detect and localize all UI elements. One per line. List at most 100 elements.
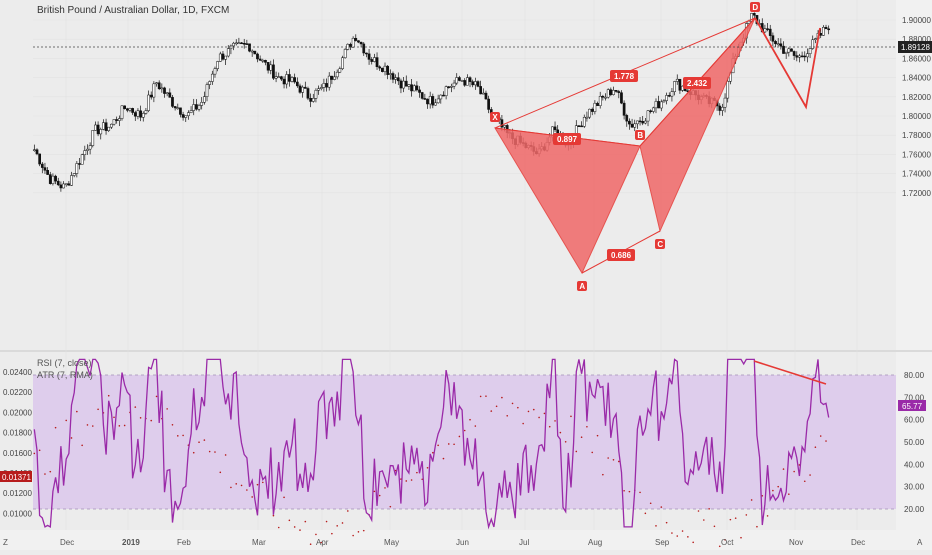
candle-body <box>391 73 395 80</box>
candle-body <box>282 78 286 85</box>
candle-body <box>747 20 751 24</box>
pattern-point-b[interactable] <box>635 130 645 140</box>
time-tick-label: Z <box>3 538 8 547</box>
candle-body <box>484 92 488 100</box>
atr-dot <box>352 534 354 537</box>
time-axis[interactable]: Z Dec 2019 Feb Mar Apr May Jun Jul Aug Sep Oct Nov De… <box>3 538 923 547</box>
candle-body <box>444 86 448 97</box>
indicator-axis-pane[interactable] <box>896 352 932 530</box>
pattern-point-x[interactable] <box>490 112 500 122</box>
atr-dot <box>272 514 275 517</box>
candle-body <box>319 87 323 89</box>
pattern-point-a[interactable] <box>577 281 587 291</box>
candle-body <box>479 86 482 95</box>
candle-body <box>261 59 265 62</box>
candle-body <box>771 35 775 42</box>
atr-dot <box>123 424 126 427</box>
atr-dot <box>750 499 753 501</box>
pattern-point-d[interactable] <box>750 2 760 12</box>
candle-body <box>317 88 320 91</box>
candle-body <box>383 65 387 72</box>
candle-body <box>670 91 674 97</box>
candle-body <box>776 43 780 46</box>
candle-body <box>473 81 477 86</box>
price-axis[interactable]: 1.90000 1.88000 1.86000 1.84000 1.82000 1.800… <box>902 16 931 198</box>
harmonic-pattern[interactable]: X A B C D 0.897 0.686 1.778 2.432 <box>490 2 821 291</box>
pattern-point-label: A <box>579 282 585 291</box>
atr-dot <box>38 449 41 452</box>
rsi-band <box>33 375 896 509</box>
candle-body <box>806 53 809 58</box>
candle-body <box>306 88 310 99</box>
current-price-badge <box>898 41 932 53</box>
time-tick-label: A <box>917 538 923 547</box>
candle-body <box>83 150 87 155</box>
candle-body <box>617 91 621 93</box>
candle-body <box>96 124 100 135</box>
price-axis-pane[interactable] <box>896 0 932 350</box>
atr-dot <box>256 483 259 486</box>
candle-body <box>184 115 188 118</box>
pattern-ratio-badge[interactable] <box>683 77 711 89</box>
price-tick-label: 1.86000 <box>902 54 931 63</box>
candle-body <box>782 45 785 54</box>
time-axis-pane[interactable] <box>0 530 932 550</box>
candle-body <box>803 55 807 58</box>
atr-dot <box>405 480 408 482</box>
price-pane[interactable] <box>0 0 896 350</box>
atr-dot <box>49 470 52 473</box>
time-tick-label: Dec <box>851 538 865 547</box>
candle-body <box>614 89 618 92</box>
candle-body <box>434 102 437 106</box>
atr-dot <box>437 444 439 447</box>
pattern-ratio-badge[interactable] <box>610 70 638 82</box>
pattern-ratio-badge[interactable] <box>553 133 581 145</box>
candle-body <box>375 57 379 68</box>
atr-dot <box>309 543 312 545</box>
atr-dot <box>453 443 455 446</box>
candle-body <box>412 85 416 92</box>
candle-body <box>43 167 47 171</box>
candle-body <box>795 55 799 58</box>
candle-body <box>598 96 602 106</box>
candle-body <box>768 28 772 36</box>
pattern-ratio-label: 1.778 <box>614 72 635 81</box>
pattern-ratio-badge[interactable] <box>607 249 635 261</box>
candle-body <box>136 110 140 117</box>
pattern-point-c[interactable] <box>655 239 665 249</box>
candle-body <box>335 71 339 78</box>
atr-dot <box>203 439 206 441</box>
candle-body <box>232 42 235 47</box>
candle-body <box>237 42 241 45</box>
time-tick-label: Aug <box>588 538 602 547</box>
candle-body <box>399 80 403 89</box>
atr-dot <box>793 470 795 473</box>
candle-body <box>51 175 55 184</box>
candle-body <box>54 175 57 182</box>
rsi-axis[interactable]: 80.00 70.00 60.00 50.00 40.00 30.00 20.00 <box>904 371 925 514</box>
atr-dot <box>262 481 264 484</box>
atr-dot <box>155 395 158 398</box>
projection-arrow <box>754 17 821 110</box>
atr-dot <box>501 396 503 399</box>
atr-dot <box>740 536 742 539</box>
candle-body <box>426 98 429 105</box>
candle-body <box>210 73 214 82</box>
atr-dot <box>655 525 657 527</box>
time-tick-label: Feb <box>177 538 191 547</box>
time-tick-label: 2019 <box>122 538 140 547</box>
candle-body <box>274 76 278 79</box>
candle-body <box>428 96 432 105</box>
candle-body <box>35 149 39 155</box>
atr-dot <box>814 446 817 449</box>
candle-body <box>195 104 198 110</box>
atr-dot <box>580 436 583 438</box>
atr-dot <box>33 452 36 455</box>
rsi-tick-label: 50.00 <box>904 438 925 447</box>
candle-body <box>471 81 475 86</box>
candle-body <box>125 108 129 111</box>
atr-dot <box>718 545 721 548</box>
candle-body <box>133 112 137 117</box>
